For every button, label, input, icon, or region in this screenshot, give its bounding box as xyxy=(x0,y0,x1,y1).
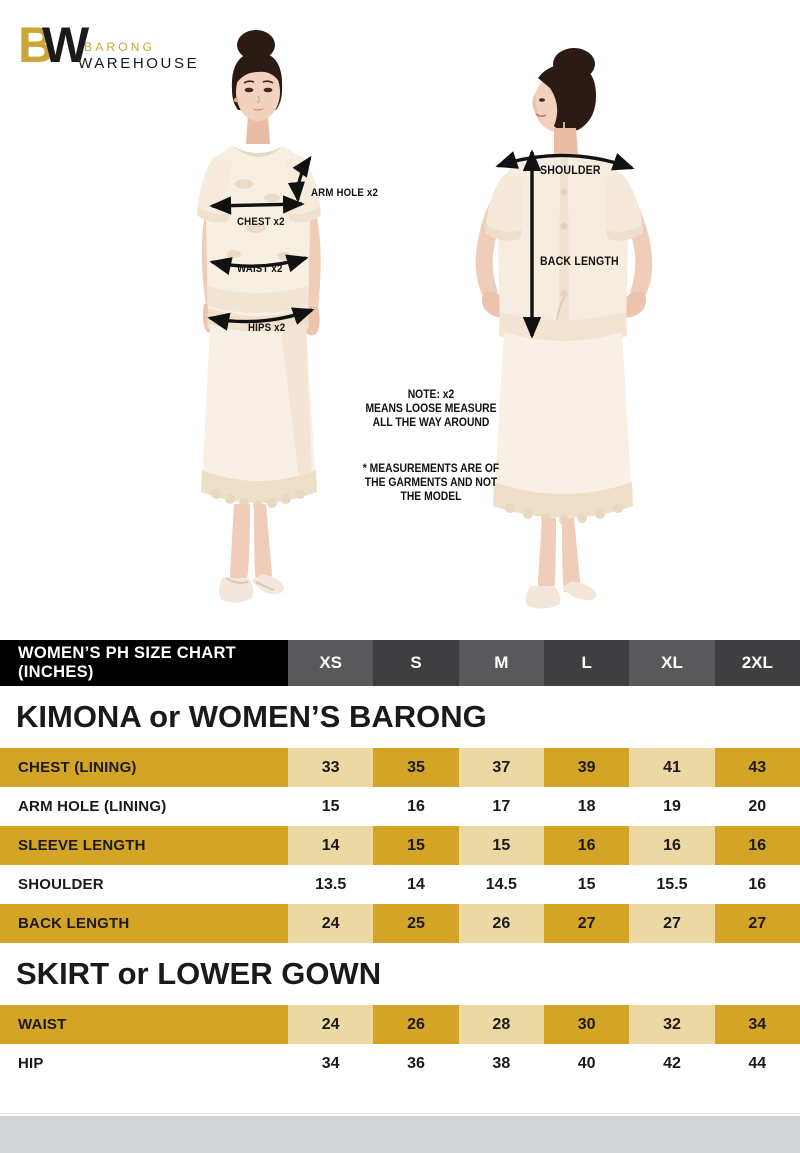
logo-text-warehouse: WAREHOUSE xyxy=(78,55,200,72)
row-value: 32 xyxy=(629,1005,715,1044)
row-value: 34 xyxy=(288,1044,374,1083)
row-value: 15.5 xyxy=(629,865,715,904)
table-row: CHEST (LINING) 33 35 37 39 41 43 xyxy=(0,748,800,787)
row-value: 24 xyxy=(288,1005,374,1044)
front-model-figure xyxy=(197,30,321,603)
table-row: BACK LENGTH 24 25 26 27 27 27 xyxy=(0,904,800,943)
row-value: 24 xyxy=(288,904,374,943)
row-label: SHOULDER xyxy=(0,865,288,904)
logo-letter-b: B xyxy=(18,17,54,73)
label-chest: CHEST x2 xyxy=(237,216,285,228)
row-value: 34 xyxy=(714,1005,800,1044)
row-value: 15 xyxy=(288,787,374,826)
size-header-2xl: 2XL xyxy=(714,640,800,686)
table-row: ARM HOLE (LINING) 15 16 17 18 19 20 xyxy=(0,787,800,826)
note-x2-meaning: NOTE: x2 MEANS LOOSE MEASURE ALL THE WAY… xyxy=(365,389,497,429)
row-value: 17 xyxy=(458,787,544,826)
row-label: WAIST xyxy=(0,1005,288,1044)
row-value: 16 xyxy=(629,826,715,865)
row-value: 40 xyxy=(543,1044,630,1083)
row-value: 30 xyxy=(543,1005,630,1044)
row-value: 42 xyxy=(629,1044,715,1083)
row-value: 15 xyxy=(458,826,544,865)
table-row: WAIST 24 26 28 30 32 34 xyxy=(0,1005,800,1044)
row-value: 39 xyxy=(543,748,630,787)
row-value: 41 xyxy=(629,748,715,787)
note-garment-disclaimer: * MEASUREMENTS ARE OF THE GARMENTS AND N… xyxy=(362,463,500,503)
row-value: 14.5 xyxy=(458,865,544,904)
row-label: BACK LENGTH xyxy=(0,904,288,943)
row-value: 37 xyxy=(458,748,544,787)
row-value: 16 xyxy=(373,787,459,826)
row-value: 13.5 xyxy=(288,865,374,904)
size-header-s: S xyxy=(373,640,459,686)
footer-bar xyxy=(0,1116,800,1153)
row-value: 15 xyxy=(373,826,459,865)
logo-text-barong: BARONG xyxy=(84,40,156,54)
row-value: 28 xyxy=(458,1005,544,1044)
row-value: 26 xyxy=(373,1005,459,1044)
row-label: CHEST (LINING) xyxy=(0,748,288,787)
section-heading-kimona: KIMONA or WOMEN’S BARONG xyxy=(0,686,800,748)
row-label: SLEEVE LENGTH xyxy=(0,826,288,865)
row-value: 14 xyxy=(288,826,374,865)
label-hips: HIPS x2 xyxy=(248,322,286,334)
brand-logo: B W BARONG WAREHOUSE xyxy=(18,17,197,84)
row-value: 15 xyxy=(543,865,630,904)
row-value: 38 xyxy=(458,1044,544,1083)
label-arm-hole: ARM HOLE x2 xyxy=(311,187,379,199)
logo-monogram: B W BARONG WAREHOUSE xyxy=(18,17,197,73)
model-illustration: ARM HOLE x2 CHEST x2 WAIST x2 HIPS x2 xyxy=(197,30,653,609)
table-row: SHOULDER 13.5 14 14.5 15 15.5 16 xyxy=(0,865,800,904)
table-row: SLEEVE LENGTH 14 15 15 16 16 16 xyxy=(0,826,800,865)
row-value: 25 xyxy=(373,904,459,943)
label-waist: WAIST x2 xyxy=(237,263,283,275)
label-shoulder: SHOULDER xyxy=(540,163,601,177)
table-row: HIP 34 36 38 40 42 44 xyxy=(0,1044,800,1083)
back-model-figure xyxy=(475,48,653,609)
row-value: 33 xyxy=(288,748,374,787)
row-value: 16 xyxy=(543,826,630,865)
size-header-l: L xyxy=(543,640,630,686)
label-back-length: BACK LENGTH xyxy=(540,254,619,268)
row-value: 26 xyxy=(458,904,544,943)
section-heading-skirt: SKIRT or LOWER GOWN xyxy=(0,943,800,1005)
row-value: 18 xyxy=(543,787,630,826)
row-value: 44 xyxy=(714,1044,800,1083)
row-value: 27 xyxy=(714,904,800,943)
table-title-cell: WOMEN’S PH SIZE CHART (INCHES) xyxy=(0,640,288,686)
row-value: 36 xyxy=(373,1044,459,1083)
row-value: 16 xyxy=(714,826,800,865)
row-label: HIP xyxy=(0,1044,288,1083)
row-value: 14 xyxy=(373,865,459,904)
size-header-xs: XS xyxy=(288,640,374,686)
row-value: 43 xyxy=(714,748,800,787)
row-value: 20 xyxy=(714,787,800,826)
row-label: ARM HOLE (LINING) xyxy=(0,787,288,826)
size-chart-table: WOMEN’S PH SIZE CHART (INCHES) XS S M L … xyxy=(0,640,800,1083)
row-value: 35 xyxy=(373,748,459,787)
size-header-xl: XL xyxy=(629,640,715,686)
size-header-m: M xyxy=(458,640,544,686)
row-value: 27 xyxy=(543,904,630,943)
row-value: 27 xyxy=(629,904,715,943)
row-value: 19 xyxy=(629,787,715,826)
logo-letter-w: W xyxy=(42,17,89,73)
footer-divider xyxy=(0,1113,800,1114)
row-value: 16 xyxy=(714,865,800,904)
table-header-row: WOMEN’S PH SIZE CHART (INCHES) XS S M L … xyxy=(0,640,800,686)
